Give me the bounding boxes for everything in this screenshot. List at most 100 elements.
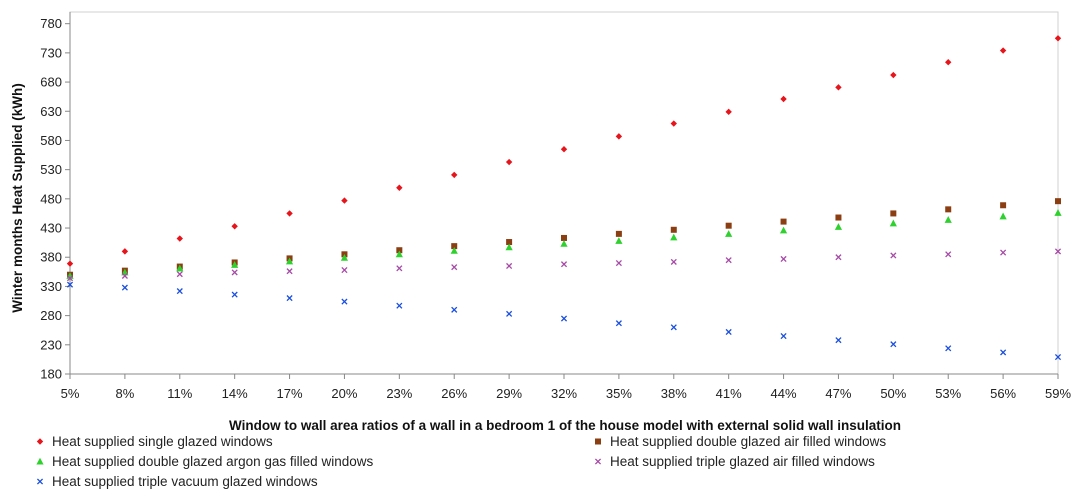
- series-3: [66, 248, 1062, 282]
- data-point: [999, 47, 1007, 54]
- y-tick-label: 780: [40, 16, 62, 31]
- data-point: [780, 332, 787, 340]
- data-point: [506, 239, 513, 246]
- data-point: [341, 298, 348, 305]
- legend-label: Heat supplied double glazed argon gas fi…: [52, 454, 373, 469]
- data-point: [1054, 248, 1062, 255]
- data-point: [451, 171, 458, 179]
- data-point: [670, 226, 677, 233]
- data-point: [725, 328, 732, 336]
- y-tick-label: 730: [40, 45, 62, 60]
- x-tick-label: 59%: [1045, 386, 1071, 401]
- y-tick-label: 480: [40, 191, 62, 206]
- data-point: [396, 184, 403, 191]
- data-point: [506, 310, 513, 317]
- data-point: [670, 120, 677, 127]
- legend-label: Heat supplied single glazed windows: [52, 434, 273, 449]
- data-point: [779, 226, 788, 234]
- x-tick-label: 38%: [661, 386, 687, 401]
- legend-marker: [36, 457, 44, 465]
- data-point: [780, 255, 787, 263]
- data-point: [670, 324, 677, 331]
- data-point: [560, 146, 568, 153]
- data-point: [780, 95, 787, 103]
- y-tick-label: 180: [40, 367, 62, 382]
- legend-label: Heat supplied triple vacuum glazed windo…: [52, 474, 318, 489]
- legend-label: Heat supplied double glazed air filled w…: [610, 434, 886, 449]
- data-point: [725, 257, 732, 264]
- data-point: [945, 251, 952, 258]
- data-point: [890, 210, 897, 217]
- x-axis-label: Window to wall area ratios of a wall in …: [229, 418, 901, 433]
- data-point: [780, 218, 787, 225]
- legend-label: Heat supplied triple glazed air filled w…: [610, 454, 875, 469]
- x-tick-label: 50%: [880, 386, 906, 401]
- data-point: [890, 252, 897, 259]
- data-point: [286, 210, 293, 217]
- data-point: [450, 247, 458, 254]
- data-point: [999, 212, 1007, 220]
- x-tick-label: 44%: [771, 386, 797, 401]
- data-point: [615, 133, 623, 140]
- series-4: [66, 281, 1062, 361]
- legend-marker: [594, 458, 602, 465]
- data-point: [451, 264, 458, 271]
- data-point: [231, 269, 238, 276]
- y-axis-title: Winter months Heat Supplied (kWh): [10, 83, 25, 312]
- data-point: [231, 223, 238, 230]
- axes: [65, 11, 1059, 379]
- data-point: [286, 295, 293, 302]
- data-point: [340, 254, 349, 261]
- legend-item: Heat supplied double glazed argon gas fi…: [36, 454, 373, 469]
- data-point: [890, 341, 897, 348]
- data-point: [1054, 209, 1062, 216]
- y-tick-label: 680: [40, 75, 62, 90]
- legend-item: Heat supplied triple vacuum glazed windo…: [36, 474, 318, 489]
- data-point: [231, 261, 239, 268]
- data-point: [561, 234, 567, 241]
- x-tick-label: 14%: [222, 386, 248, 401]
- data-point: [505, 158, 513, 166]
- legend-item: Heat supplied single glazed windows: [36, 434, 273, 449]
- data-point: [66, 281, 74, 288]
- y-tick-label: 430: [40, 221, 62, 236]
- data-points: [66, 35, 1062, 361]
- x-tick-label: 56%: [990, 386, 1016, 401]
- legend: Heat supplied single glazed windows Heat …: [36, 434, 886, 489]
- legend-marker: [36, 478, 44, 485]
- data-point: [341, 197, 348, 204]
- y-tick-label: 380: [40, 250, 62, 265]
- data-point: [615, 237, 623, 244]
- y-tick-label: 330: [40, 279, 62, 294]
- data-point: [1054, 354, 1062, 361]
- data-point: [1000, 249, 1007, 256]
- data-point: [451, 243, 458, 250]
- data-point: [725, 230, 733, 237]
- y-tick-label: 530: [40, 162, 62, 177]
- data-point: [615, 230, 622, 237]
- data-point: [615, 260, 622, 267]
- data-point: [890, 71, 897, 79]
- data-point: [176, 235, 183, 242]
- x-tick-label: 47%: [825, 386, 851, 401]
- data-point: [1000, 349, 1007, 356]
- data-point: [451, 306, 458, 313]
- data-point: [560, 239, 568, 247]
- data-point: [286, 268, 293, 275]
- x-tick-label: 5%: [61, 386, 80, 401]
- x-tick-label: 20%: [331, 386, 357, 401]
- data-point: [395, 250, 403, 258]
- data-point: [396, 265, 403, 272]
- x-tick-label: 32%: [551, 386, 577, 401]
- plot-area: [69, 11, 1059, 375]
- x-tick-label: 26%: [441, 386, 467, 401]
- data-point: [121, 248, 129, 255]
- data-point: [889, 219, 897, 227]
- data-point: [835, 254, 842, 261]
- data-point: [1054, 35, 1062, 42]
- data-point: [176, 264, 184, 272]
- x-tick-label: 8%: [115, 386, 134, 401]
- x-tick-label: 35%: [606, 386, 632, 401]
- data-point: [285, 257, 294, 265]
